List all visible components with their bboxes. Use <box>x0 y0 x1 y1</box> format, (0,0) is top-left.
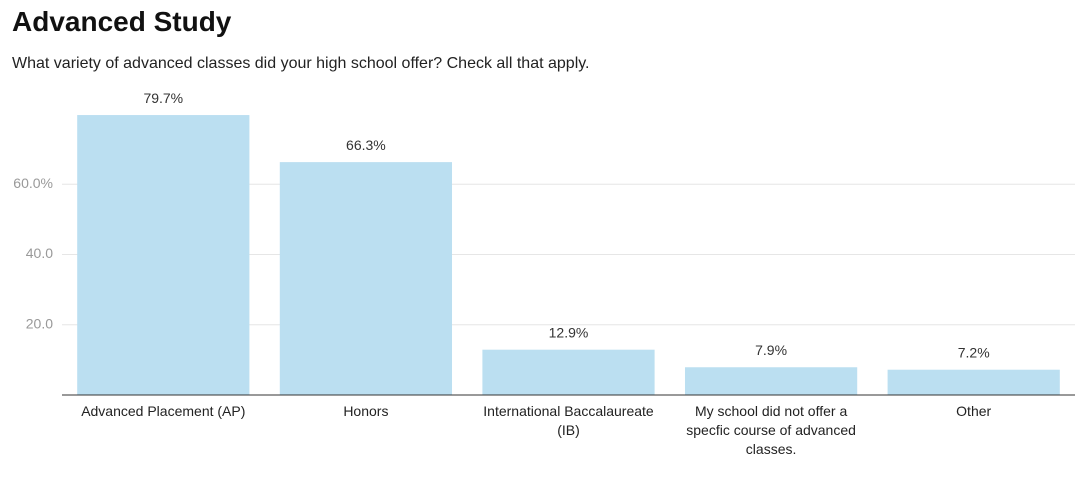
value-label: 12.9% <box>549 324 589 340</box>
bar <box>279 162 453 395</box>
x-tick-label: Advanced Placement (AP) <box>81 403 246 419</box>
value-label: 66.3% <box>346 137 386 153</box>
chart-title: Advanced Study <box>12 6 232 37</box>
y-tick-label: 60.0% <box>13 175 53 191</box>
x-tick-label: International Baccalaureate (IB) <box>483 403 654 438</box>
y-tick-label: 40.0 <box>26 245 53 261</box>
value-label: 79.7% <box>143 90 183 106</box>
bar <box>887 369 1060 395</box>
x-tick-label: My school did not offer a specfic course… <box>686 403 856 457</box>
x-tick-label: Honors <box>343 403 389 419</box>
x-tick-label: Other <box>956 403 992 419</box>
bar <box>77 115 250 396</box>
chart-subtitle: What variety of advanced classes did you… <box>12 55 590 72</box>
bar <box>482 349 655 395</box>
bar <box>684 367 858 395</box>
y-tick-label: 20.0 <box>26 315 53 331</box>
value-label: 7.2% <box>958 344 990 360</box>
value-label: 7.9% <box>755 342 787 358</box>
